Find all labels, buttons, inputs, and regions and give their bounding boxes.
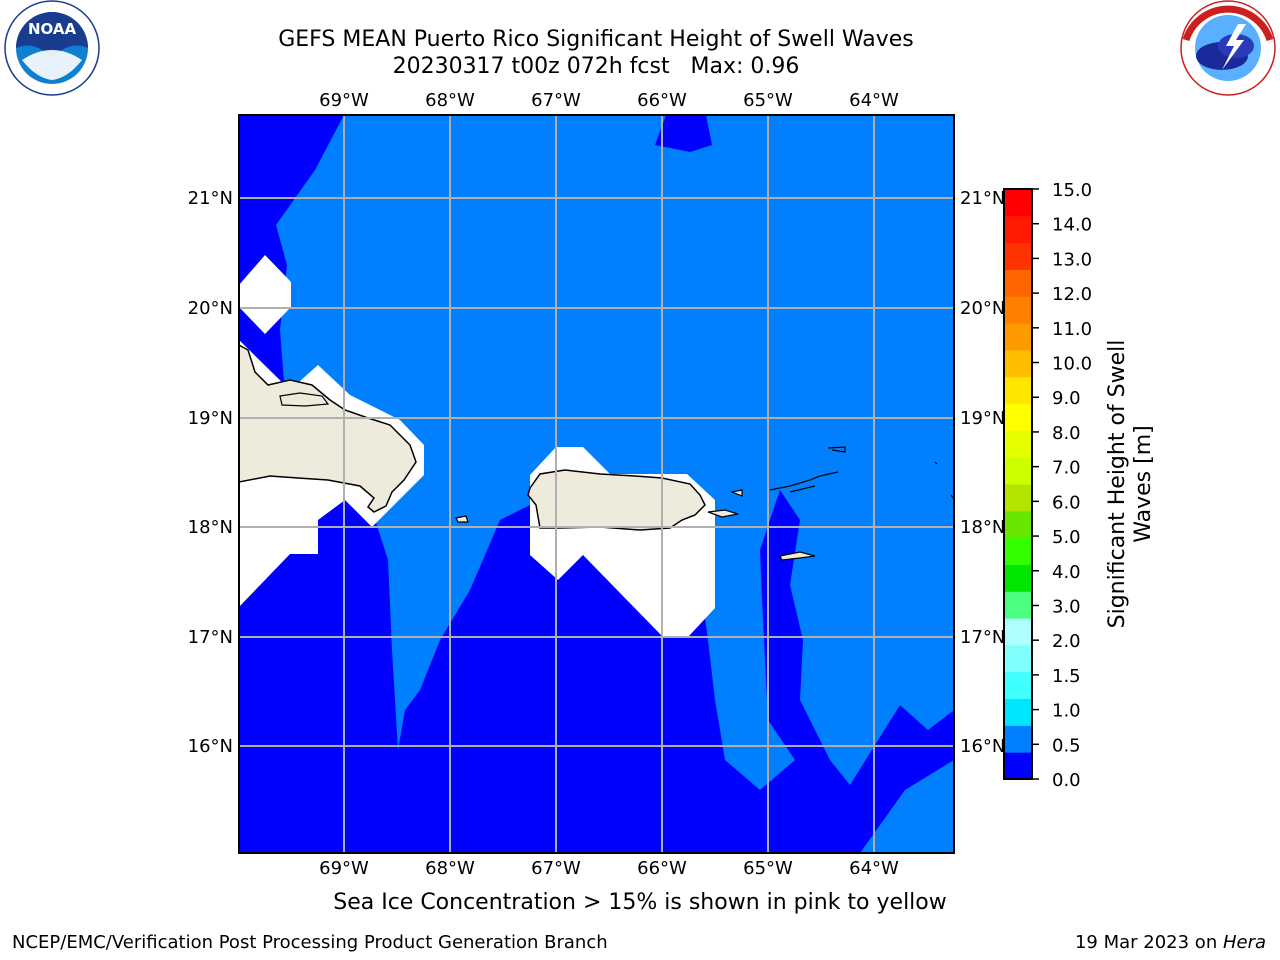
colorbar-segment	[1004, 591, 1032, 619]
colorbar-tick-label: 8.0	[1052, 423, 1081, 444]
lon-label: 69°W	[319, 90, 369, 111]
chart-subtitle: 20230317 t00z 072h fcst Max: 0.96	[392, 54, 800, 79]
light-blue-southeast	[860, 660, 954, 853]
lat-label: 20°N	[188, 298, 233, 319]
land-mona-island	[455, 515, 469, 523]
lon-label: 68°W	[425, 90, 475, 111]
lat-label: 16°N	[960, 736, 1005, 757]
lat-label: 16°N	[188, 736, 233, 757]
land-hispaniola	[239, 344, 417, 513]
land-virgin-islands	[769, 446, 846, 493]
lat-label: 20°N	[960, 298, 1005, 319]
colorbar-segment	[1004, 564, 1032, 592]
lat-label: 17°N	[960, 627, 1005, 648]
lon-labels-top: 69°W 68°W 67°W 66°W 65°W 64°W	[319, 90, 899, 111]
footer-branch: NCEP/EMC/Verification Post Processing Pr…	[12, 932, 608, 953]
map-frame	[238, 114, 955, 854]
colorbar-tick-label: 9.0	[1052, 388, 1081, 409]
colorbar-label-line1: Significant Height of Swell	[1105, 340, 1130, 629]
colorbar-tick-label: 13.0	[1052, 249, 1092, 270]
colorbar-tick-label: 0.0	[1052, 770, 1081, 791]
nws-logo-icon	[1180, 0, 1276, 96]
colorbar-segment	[1004, 349, 1032, 378]
light-blue-region	[276, 115, 954, 790]
land-tortuga	[279, 392, 330, 407]
colorbar-tick-label: 2.0	[1052, 631, 1081, 652]
colorbar-segment	[1004, 537, 1032, 565]
colorbar-segment	[1004, 376, 1032, 405]
colorbar-tick-label: 11.0	[1052, 319, 1092, 340]
colorbar-ticks: 15.0 14.0 13.0 12.0 11.0 10.0 9.0 8.0 7.0 6.0 5.0 4…	[1032, 180, 1092, 791]
colorbar-segment	[1004, 430, 1032, 458]
colorbar-tick-label: 1.0	[1052, 701, 1081, 722]
colorbar-segment	[1004, 403, 1032, 431]
chart-title: GEFS MEAN Puerto Rico Significant Height…	[278, 27, 914, 52]
land-vieques	[707, 509, 739, 518]
colorbar-segment	[1004, 698, 1032, 726]
colorbar-segment	[1004, 644, 1032, 673]
colorbar-tick-label: 4.0	[1052, 562, 1081, 583]
lon-label: 66°W	[637, 90, 687, 111]
lon-label: 69°W	[319, 858, 369, 879]
colorbar-segment	[1004, 215, 1032, 244]
colorbar-tick-label: 3.0	[1052, 596, 1081, 617]
lon-label: 67°W	[531, 90, 581, 111]
colorbar-segment	[1004, 618, 1032, 646]
colorbar-segment	[1004, 242, 1032, 270]
colorbar-tick-label: 14.0	[1052, 215, 1092, 236]
swell-height-field	[239, 115, 954, 853]
noaa-logo-text: NOAA	[28, 20, 77, 38]
land-st-croix	[779, 551, 816, 561]
lon-label: 65°W	[743, 858, 793, 879]
colorbar-segment	[1004, 671, 1032, 700]
lat-label: 17°N	[188, 627, 233, 648]
colorbar-tick-label: 6.0	[1052, 492, 1081, 513]
colorbar-tick-label: 0.5	[1052, 735, 1081, 756]
lat-label: 18°N	[188, 517, 233, 538]
footer-date: 19 Mar 2023 on Hera	[1075, 932, 1266, 953]
noaa-logo-icon: NOAA	[4, 0, 100, 96]
lat-label: 19°N	[960, 408, 1005, 429]
lon-label: 68°W	[425, 858, 475, 879]
colorbar-segment	[1004, 296, 1032, 324]
lat-label: 18°N	[960, 517, 1005, 538]
colorbar-segment	[1004, 752, 1032, 780]
lat-labels-left: 21°N 20°N 19°N 18°N 17°N 16°N	[188, 188, 233, 757]
lon-label: 66°W	[637, 858, 687, 879]
lat-label: 19°N	[188, 408, 233, 429]
lon-labels-bottom: 69°W 68°W 67°W 66°W 65°W 64°W	[319, 858, 899, 879]
colorbar-label-line2: Waves [m]	[1131, 425, 1156, 542]
colorbar-segment	[1004, 484, 1032, 512]
colorbar-tick-label: 15.0	[1052, 180, 1092, 201]
colorbar-segment	[1004, 725, 1032, 753]
colorbar-segment	[1004, 189, 1032, 217]
lon-label: 67°W	[531, 858, 581, 879]
colorbar-tick-label: 12.0	[1052, 284, 1092, 305]
lon-label: 65°W	[743, 90, 793, 111]
land-anguilla-area	[934, 461, 954, 499]
colorbar-tick-label: 1.5	[1052, 666, 1081, 687]
colorbar-frame	[1003, 188, 1033, 780]
colorbar-segment	[1004, 510, 1032, 539]
colorbar-segment	[1004, 457, 1032, 485]
footer-host: Hera	[1222, 932, 1266, 953]
masked-area-north	[239, 255, 291, 334]
lat-labels-right: 21°N 20°N 19°N 18°N 17°N 16°N	[960, 188, 1005, 757]
footer-date-text: 19 Mar 2023 on	[1074, 932, 1223, 953]
lon-label: 64°W	[849, 90, 899, 111]
lat-label: 21°N	[188, 188, 233, 209]
colorbar	[1003, 188, 1033, 780]
colorbar-tick-label: 10.0	[1052, 354, 1092, 375]
lat-label: 21°N	[960, 188, 1005, 209]
sea-ice-note: Sea Ice Concentration > 15% is shown in …	[333, 890, 947, 915]
deep-patch-north	[655, 115, 712, 152]
colorbar-segment	[1004, 323, 1032, 351]
graticule	[239, 115, 954, 853]
lon-label: 64°W	[849, 858, 899, 879]
colorbar-segment	[1004, 269, 1032, 297]
land-culebra	[729, 489, 743, 497]
colorbar-tick-label: 7.0	[1052, 458, 1081, 479]
colorbar-tick-label: 5.0	[1052, 527, 1081, 548]
